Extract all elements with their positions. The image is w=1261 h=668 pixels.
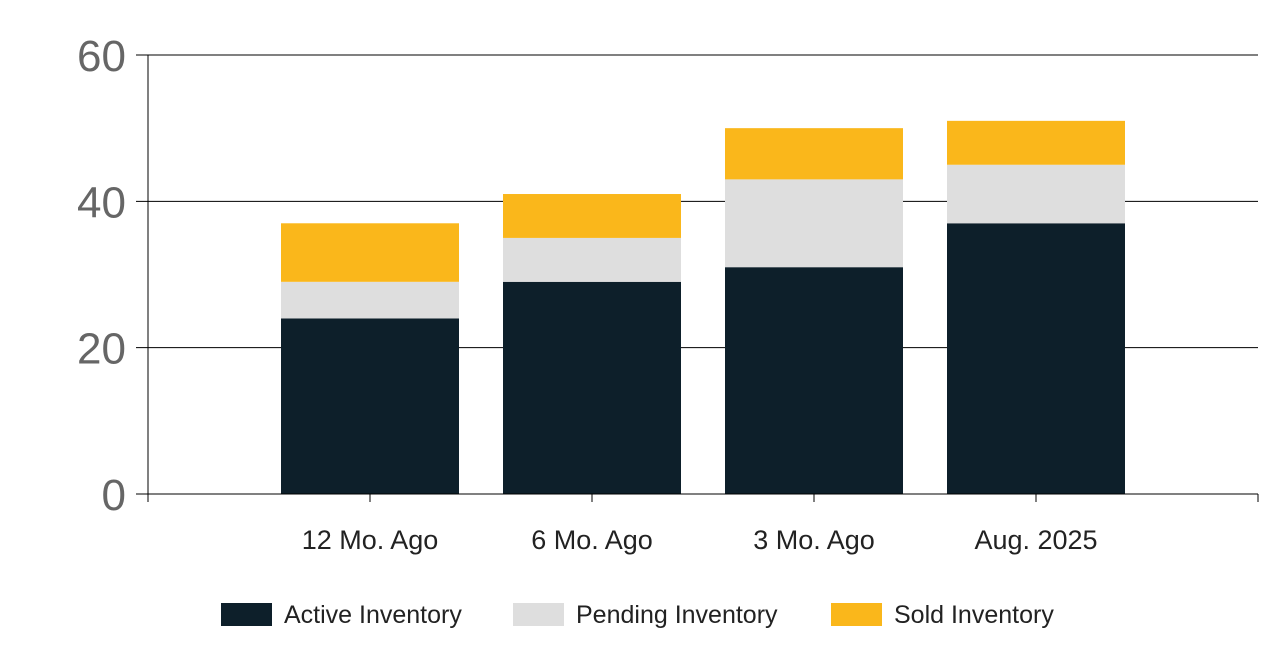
y-tick-label-60: 60 — [77, 32, 126, 81]
legend-item-pending-inventory: Pending Inventory — [513, 601, 778, 629]
y-tick-label-40: 40 — [77, 178, 126, 227]
bar-active-inventory-0 — [281, 318, 459, 494]
legend-item-sold-inventory: Sold Inventory — [831, 601, 1054, 629]
bar-pending-inventory-3 — [947, 164, 1125, 224]
legend-item-active-inventory: Active Inventory — [221, 601, 462, 629]
y-tick-labels: 0 20 40 60 — [77, 32, 126, 520]
legend: Active Inventory Pending Inventory Sold In… — [221, 601, 1054, 629]
bar-sold-inventory-1 — [503, 194, 681, 238]
bar-sold-inventory-3 — [947, 120, 1125, 165]
bar-active-inventory-1 — [503, 281, 681, 494]
y-tick-label-20: 20 — [77, 325, 126, 374]
bar-active-inventory-3 — [947, 223, 1125, 495]
legend-label: Sold Inventory — [894, 601, 1054, 629]
legend-label: Active Inventory — [284, 601, 462, 629]
legend-swatch — [221, 603, 272, 626]
bars — [281, 120, 1125, 495]
bar-sold-inventory-0 — [281, 223, 459, 282]
x-tick-label: 3 Mo. Ago — [753, 525, 875, 555]
legend-swatch — [513, 603, 564, 626]
bar-pending-inventory-1 — [503, 237, 681, 282]
x-tick-label: Aug. 2025 — [974, 525, 1097, 555]
x-tick-label: 6 Mo. Ago — [531, 525, 653, 555]
bar-active-inventory-2 — [725, 267, 903, 494]
legend-swatch — [831, 603, 882, 626]
legend-label: Pending Inventory — [576, 601, 778, 629]
y-tick-label-0: 0 — [102, 471, 126, 520]
bar-sold-inventory-2 — [725, 128, 903, 180]
x-tick-label: 12 Mo. Ago — [302, 525, 439, 555]
bar-pending-inventory-2 — [725, 179, 903, 268]
x-tick-labels: 12 Mo. Ago 6 Mo. Ago 3 Mo. Ago Aug. 2025 — [302, 525, 1098, 555]
axes — [136, 55, 1259, 502]
bar-pending-inventory-0 — [281, 281, 459, 319]
